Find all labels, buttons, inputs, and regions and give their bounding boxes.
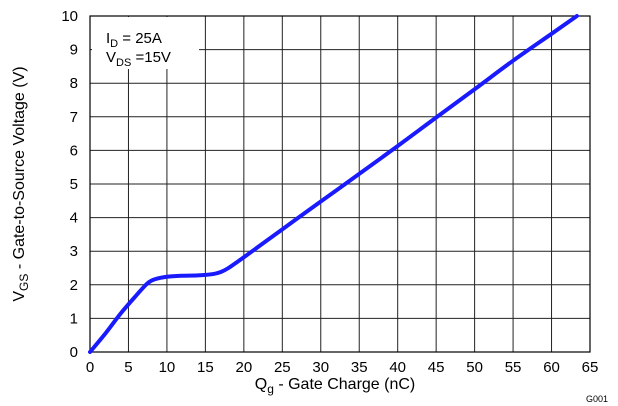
y-tick-label: 8 [70,75,78,92]
y-tick-label: 1 [70,310,78,327]
x-tick-label: 60 [543,359,560,376]
y-tick-label: 2 [70,277,78,294]
x-tick-label: 35 [351,359,368,376]
x-tick-label: 45 [428,359,445,376]
y-tick-label: 10 [61,8,78,25]
x-tick-label: 0 [86,359,94,376]
x-tick-label: 20 [236,359,253,376]
legend-line-1: ID = 25A [106,30,162,50]
x-tick-labels: 0 5 10 15 20 25 30 35 40 45 50 55 60 65 [86,359,599,376]
x-tick-label: 25 [274,359,291,376]
x-tick-label: 5 [124,359,132,376]
x-tick-label: 10 [159,359,176,376]
y-tick-label: 0 [70,344,78,361]
y-tick-label: 3 [70,243,78,260]
x-axis-title: Qg - Gate Charge (nC) [255,376,416,396]
y-axis-title: VGS - Gate-to-Source Voltage (V) [11,66,31,301]
x-tick-label: 30 [312,359,329,376]
y-tick-label: 5 [70,176,78,193]
x-tick-label: 40 [389,359,406,376]
y-tick-label: 7 [70,109,78,126]
legend-box: ID = 25A VDS =15V [92,17,199,69]
y-tick-labels: 0 1 2 3 4 5 6 7 8 9 10 [61,8,78,361]
x-tick-label: 50 [466,359,483,376]
y-tick-label: 9 [70,42,78,59]
plot-area [88,14,579,354]
grid [89,15,591,353]
x-tick-label: 55 [505,359,522,376]
x-tick-label: 65 [582,359,599,376]
plot-frame [89,15,591,353]
x-tick-label: 15 [197,359,214,376]
y-tick-label: 4 [70,210,78,227]
vgs-series-line [88,14,579,354]
legend-background [92,17,199,69]
legend-line-2: VDS =15V [106,49,171,69]
figure-id: G001 [586,394,608,404]
y-tick-label: 6 [70,142,78,159]
